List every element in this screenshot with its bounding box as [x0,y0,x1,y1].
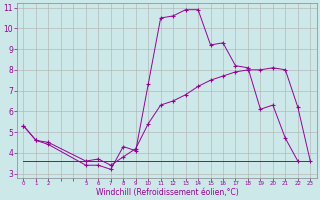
X-axis label: Windchill (Refroidissement éolien,°C): Windchill (Refroidissement éolien,°C) [96,188,238,197]
